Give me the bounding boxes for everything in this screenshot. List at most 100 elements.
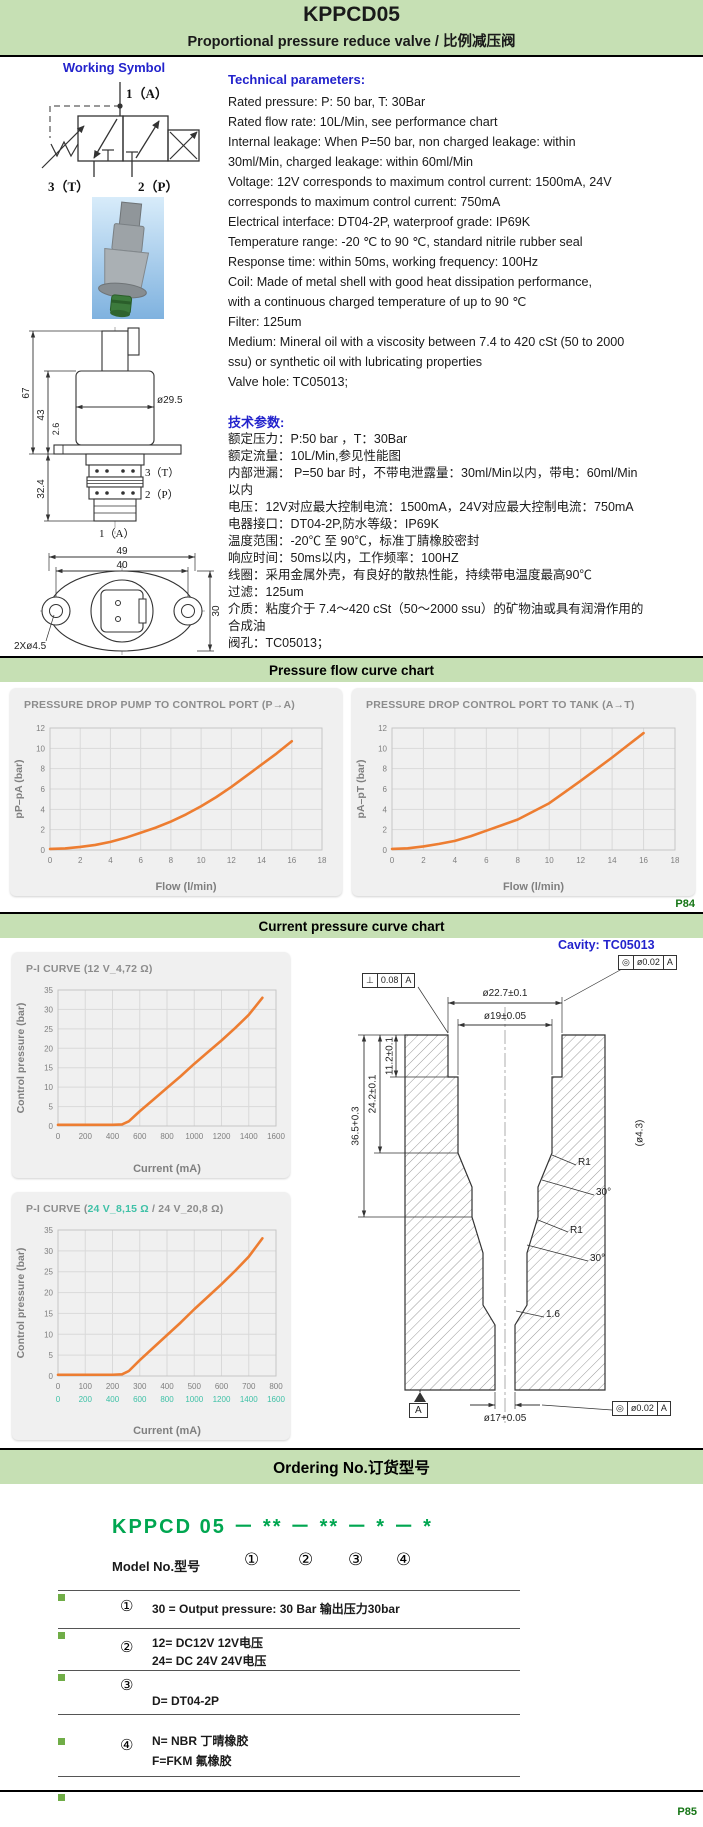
svg-text:0: 0 (56, 1132, 61, 1141)
svg-text:0: 0 (49, 1122, 54, 1131)
green-bullet (58, 1594, 65, 1601)
dim-holes-label: 2Xø4.5 (14, 641, 47, 652)
side-port-t-label: 3（T） (145, 466, 179, 479)
text-line: Voltage: 12V corresponds to maximum cont… (228, 175, 612, 189)
svg-text:600: 600 (133, 1132, 147, 1141)
section-band-pressure-flow: Pressure flow curve chart (0, 656, 703, 682)
svg-text:12: 12 (378, 724, 387, 733)
ordering-position-2: ② (298, 1550, 314, 1569)
text-line: Filter: 125um (228, 315, 302, 329)
svg-text:20: 20 (44, 1289, 53, 1298)
text-line: 30ml/Min, charged leakage: within 60ml/M… (228, 155, 473, 169)
svg-text:8: 8 (169, 856, 174, 865)
ordering-row-text: 30 = Output pressure: 30 Bar 输出压力30bar (152, 1602, 400, 1616)
cavity-angle-b: 30° (590, 1253, 606, 1264)
ordering-model-no-label: Model No.型号 (112, 1559, 201, 1574)
svg-text:2: 2 (383, 826, 388, 835)
text-line: Coil: Made of metal shell with good heat… (228, 275, 593, 289)
svg-text:0: 0 (41, 846, 46, 855)
cavity-datum-a: A (409, 1403, 428, 1418)
svg-text:100: 100 (79, 1382, 93, 1391)
section-title: Current pressure curve chart (258, 918, 445, 934)
side-port-a-label: 1（A） (99, 527, 134, 540)
svg-text:20: 20 (44, 1044, 53, 1053)
svg-text:800: 800 (160, 1132, 174, 1141)
svg-text:1600: 1600 (267, 1132, 285, 1141)
header-band: KPPCD05 Proportional pressure reduce val… (0, 0, 703, 57)
ordering-row-text: N= NBR 丁晴橡胶 (152, 1734, 249, 1748)
svg-text:600: 600 (133, 1395, 147, 1404)
svg-text:6: 6 (41, 785, 46, 794)
tech-params-en: Rated pressure: P: 50 bar, T: 30Bar Rate… (228, 92, 700, 392)
svg-text:10: 10 (44, 1083, 53, 1092)
svg-text:8: 8 (516, 856, 521, 865)
text-line: 合成油 (228, 619, 266, 633)
cavity-r1-a: R1 (578, 1157, 591, 1168)
bottom-view-drawing: 49 40 30 2Xø4.5 (12, 545, 232, 662)
svg-text:5: 5 (49, 1351, 54, 1360)
svg-text:1600: 1600 (267, 1395, 285, 1404)
side-port-p-label: 2（P） (145, 488, 179, 501)
svg-text:1400: 1400 (240, 1132, 258, 1141)
divider-line (58, 1670, 520, 1671)
svg-text:Flow (l/min): Flow (l/min) (503, 881, 564, 893)
dim-dia-label: ø29.5 (157, 395, 183, 406)
bottom-rule (0, 1790, 703, 1792)
dim-49-label: 49 (116, 546, 128, 557)
svg-text:15: 15 (44, 1064, 53, 1073)
svg-text:500: 500 (188, 1382, 202, 1391)
svg-text:18: 18 (671, 856, 680, 865)
divider-line (58, 1714, 520, 1715)
ordering-row-num: ④ (120, 1737, 134, 1754)
svg-text:14: 14 (257, 856, 266, 865)
svg-text:10: 10 (36, 744, 45, 753)
svg-text:1000: 1000 (185, 1132, 203, 1141)
divider-line (58, 1590, 520, 1591)
tech-params-en-heading: Technical parameters: (228, 72, 366, 87)
page-label-p85: P85 (677, 1806, 697, 1818)
tolerance-frame-concentricity-top: ◎ ø0.02 A (618, 955, 677, 970)
text-line: 内部泄漏： P=50 bar 时，不带电泄露量：30ml/Min以内，带电：60… (228, 466, 638, 480)
svg-text:30: 30 (44, 1247, 53, 1256)
svg-text:pP–pA (bar): pP–pA (bar) (13, 759, 25, 818)
svg-text:2: 2 (41, 826, 46, 835)
ordering-row-num: ② (120, 1639, 134, 1656)
text-line: Valve hole: TC05013; (228, 375, 348, 389)
svg-text:1200: 1200 (213, 1395, 231, 1404)
svg-text:10: 10 (44, 1330, 53, 1339)
cavity-chamfer: 1.6 (546, 1309, 560, 1320)
svg-text:800: 800 (269, 1382, 283, 1391)
cavity-angle-a: 30° (596, 1187, 612, 1198)
svg-text:8: 8 (383, 765, 388, 774)
svg-text:12: 12 (227, 856, 236, 865)
text-line: 电器接口：DT04-2P,防水等级：IP69K (228, 517, 439, 531)
ordering-position-4: ④ (396, 1550, 412, 1569)
tech-params-zh-heading: 技术参数: (228, 415, 285, 430)
text-line: 介质：粘度介于 7.4～420 cSt（50～2000 ssu）的矿物油或具有润… (228, 602, 644, 616)
ordering-row-num: ③ (120, 1677, 134, 1694)
text-line: with a continuous charged temperature of… (228, 295, 527, 309)
svg-text:4: 4 (383, 805, 388, 814)
section-band-current-pressure: Current pressure curve chart (0, 912, 703, 938)
side-view-drawing: 67 43 2.6 32.4 ø29.5 3（T） 2（P） 1（A） (15, 325, 220, 548)
dim-40-label: 40 (116, 560, 128, 571)
dim-26-label: 2.6 (51, 423, 61, 436)
text-line: 响应时间：50ms以内，工作频率：100HZ (228, 551, 459, 565)
chart-title: PRESSURE DROP PUMP TO CONTROL PORT (P→A) (24, 699, 295, 711)
svg-text:12: 12 (36, 724, 45, 733)
text-line: 以内 (228, 483, 254, 497)
divider-line (58, 1776, 520, 1777)
svg-text:400: 400 (160, 1382, 174, 1391)
svg-text:6: 6 (484, 856, 489, 865)
svg-text:10: 10 (545, 856, 554, 865)
page-subtitle: Proportional pressure reduce valve / 比例减… (187, 34, 516, 50)
tolerance-frame-perpendicularity: ⊥ 0.08 A (362, 973, 416, 988)
svg-text:200: 200 (106, 1382, 120, 1391)
svg-text:2: 2 (421, 856, 426, 865)
svg-text:4: 4 (453, 856, 458, 865)
cavity-dim-112: 11.2±0.1 (384, 1036, 396, 1076)
text-line: Rated flow rate: 10L/Min, see performanc… (228, 115, 498, 129)
text-line: Response time: within 50ms, working freq… (228, 255, 539, 269)
chart-pressure-drop-pa: 0 2 4 6 8 10 12 14 16 18 0 2 4 6 8 10 12 Flow (l/min) pP–p… (10, 688, 342, 896)
text-line: 温度范围：-20℃ 至 90℃，标准丁腈橡胶密封 (228, 534, 480, 548)
